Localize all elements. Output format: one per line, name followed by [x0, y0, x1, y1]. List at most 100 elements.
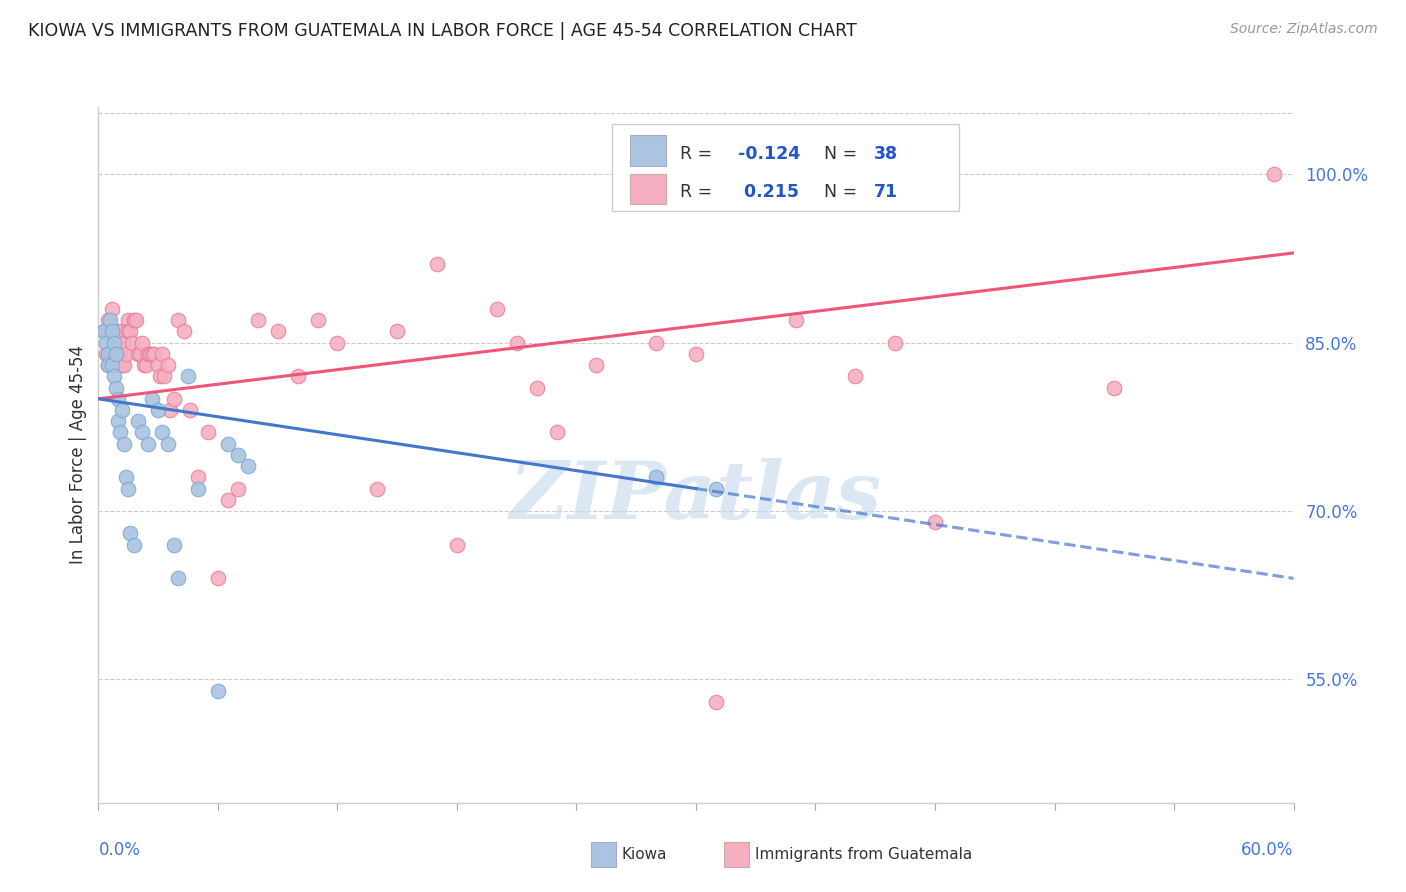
- Point: [141, 347, 163, 361]
- Point: [148, 403, 170, 417]
- Text: R =: R =: [681, 145, 718, 162]
- Point: [124, 313, 146, 327]
- Text: -0.124: -0.124: [738, 145, 800, 162]
- Point: [153, 369, 176, 384]
- Point: [110, 425, 132, 440]
- Point: [101, 301, 124, 316]
- Point: [112, 335, 135, 350]
- Point: [884, 335, 907, 350]
- Point: [143, 347, 166, 361]
- Point: [135, 358, 157, 372]
- Text: 60.0%: 60.0%: [1241, 841, 1294, 859]
- Point: [97, 313, 120, 327]
- Point: [177, 369, 200, 384]
- Point: [287, 369, 309, 384]
- Point: [117, 325, 139, 339]
- Point: [685, 347, 707, 361]
- Text: 38: 38: [875, 145, 898, 162]
- Point: [163, 392, 186, 406]
- Point: [148, 358, 170, 372]
- Text: N =: N =: [824, 183, 863, 201]
- Point: [246, 313, 269, 327]
- Point: [645, 470, 668, 484]
- Point: [167, 313, 190, 327]
- Point: [103, 335, 125, 350]
- Point: [924, 515, 946, 529]
- Bar: [630, 136, 666, 166]
- Point: [159, 403, 181, 417]
- Point: [111, 358, 134, 372]
- Point: [101, 358, 124, 372]
- Point: [844, 369, 866, 384]
- Point: [107, 325, 129, 339]
- Point: [111, 325, 134, 339]
- Text: Kiowa: Kiowa: [621, 847, 666, 862]
- Text: ZIPatlas: ZIPatlas: [510, 458, 882, 535]
- Point: [1263, 167, 1285, 181]
- Point: [139, 347, 162, 361]
- Point: [103, 369, 125, 384]
- Point: [704, 482, 727, 496]
- Point: [307, 313, 329, 327]
- Point: [163, 538, 186, 552]
- Point: [125, 313, 148, 327]
- Point: [217, 492, 239, 507]
- Point: [107, 414, 129, 428]
- Point: [207, 683, 229, 698]
- Point: [112, 436, 135, 450]
- Point: [585, 358, 607, 372]
- Point: [96, 347, 118, 361]
- Text: Immigrants from Guatemala: Immigrants from Guatemala: [755, 847, 973, 862]
- Point: [112, 358, 135, 372]
- Point: [187, 482, 209, 496]
- Point: [326, 335, 349, 350]
- Point: [150, 347, 173, 361]
- FancyBboxPatch shape: [613, 124, 959, 211]
- Point: [141, 392, 163, 406]
- Point: [100, 347, 122, 361]
- Point: [120, 325, 142, 339]
- Point: [704, 695, 727, 709]
- Point: [103, 347, 125, 361]
- Text: 0.0%: 0.0%: [98, 841, 141, 859]
- Point: [167, 571, 190, 585]
- Point: [105, 347, 128, 361]
- Point: [131, 335, 153, 350]
- Point: [103, 335, 125, 350]
- Point: [506, 335, 529, 350]
- Point: [217, 436, 239, 450]
- Text: 71: 71: [875, 183, 898, 201]
- Point: [236, 459, 259, 474]
- Text: 0.215: 0.215: [738, 183, 799, 201]
- Point: [105, 358, 128, 372]
- Point: [366, 482, 388, 496]
- Point: [117, 313, 139, 327]
- Point: [131, 425, 153, 440]
- Point: [179, 403, 201, 417]
- Point: [127, 414, 149, 428]
- Point: [226, 448, 249, 462]
- Point: [136, 347, 159, 361]
- Point: [645, 335, 668, 350]
- Point: [110, 347, 132, 361]
- Point: [267, 325, 290, 339]
- Point: [385, 325, 409, 339]
- Point: [107, 392, 129, 406]
- Point: [111, 403, 134, 417]
- Point: [226, 482, 249, 496]
- Point: [665, 167, 688, 181]
- Point: [117, 482, 139, 496]
- Point: [485, 301, 508, 316]
- Point: [150, 425, 173, 440]
- Point: [197, 425, 219, 440]
- Point: [1102, 381, 1125, 395]
- Y-axis label: In Labor Force | Age 45-54: In Labor Force | Age 45-54: [69, 345, 87, 565]
- Point: [97, 347, 120, 361]
- Text: Source: ZipAtlas.com: Source: ZipAtlas.com: [1230, 22, 1378, 37]
- Point: [127, 347, 149, 361]
- Point: [157, 436, 180, 450]
- Point: [105, 381, 128, 395]
- Text: KIOWA VS IMMIGRANTS FROM GUATEMALA IN LABOR FORCE | AGE 45-54 CORRELATION CHART: KIOWA VS IMMIGRANTS FROM GUATEMALA IN LA…: [28, 22, 856, 40]
- Point: [446, 538, 468, 552]
- Point: [134, 358, 156, 372]
